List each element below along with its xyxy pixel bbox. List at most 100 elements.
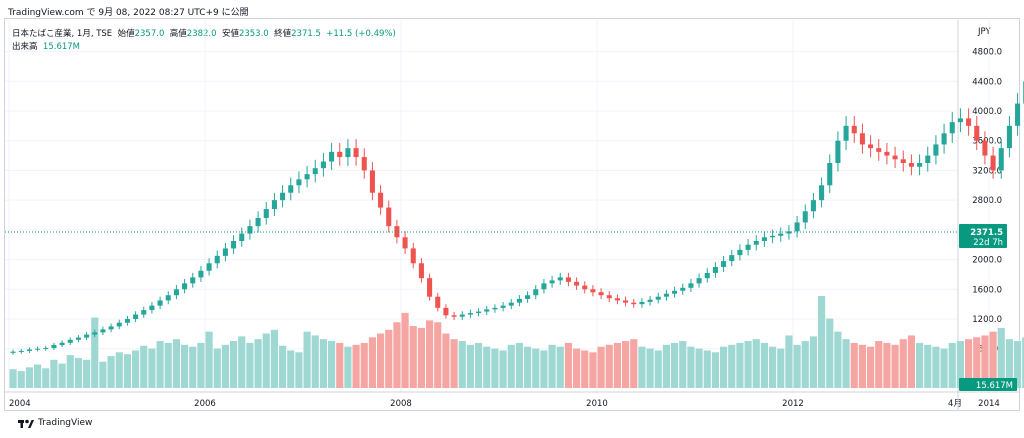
candle-body	[451, 315, 457, 317]
price-tag	[959, 223, 1007, 248]
candle-body	[280, 192, 286, 201]
candle-body	[214, 255, 220, 264]
volume-bar	[662, 344, 670, 388]
footer-brand: TradingView	[38, 418, 93, 428]
candle-body	[843, 125, 849, 141]
candle-body	[149, 305, 155, 311]
candle-body	[361, 157, 367, 171]
x-tick-label: 2008	[390, 399, 412, 409]
candle-body	[794, 222, 800, 232]
volume-value: 15.617M	[42, 42, 80, 52]
volume-bar	[940, 348, 948, 388]
volume-bar	[401, 312, 409, 388]
volume-bar	[328, 341, 336, 388]
volume-bar	[654, 350, 662, 388]
volume-bar	[74, 357, 82, 388]
tradingview-logo-icon	[18, 419, 34, 428]
candle-body	[851, 125, 857, 134]
candle-body	[835, 140, 841, 163]
volume-bar	[99, 361, 107, 388]
volume-bar	[948, 342, 956, 388]
candle-body	[859, 133, 865, 145]
candle-body	[190, 277, 196, 284]
volume-bar	[181, 344, 189, 388]
volume-bar	[1014, 341, 1022, 388]
candle-body	[721, 261, 727, 267]
volume-bar	[711, 352, 719, 388]
volume-bar	[728, 344, 736, 388]
candle-body	[631, 302, 637, 305]
volume-bar	[956, 341, 964, 388]
candle-body	[386, 207, 392, 227]
volume-bar	[989, 331, 997, 388]
chart-frame	[4, 18, 1020, 411]
candle-body	[647, 299, 653, 302]
candle-body	[1006, 125, 1012, 149]
volume-bar	[801, 341, 809, 388]
volume-bar	[34, 364, 42, 388]
candle-body	[810, 200, 816, 212]
volume-bar	[752, 339, 760, 388]
y-tick-label: 4400.0	[972, 77, 1002, 87]
candle-body	[892, 155, 898, 160]
volume-bar	[744, 341, 752, 388]
x-tick-label: 2012	[782, 399, 804, 409]
volume-bar	[132, 350, 140, 388]
candle-body	[329, 151, 335, 162]
candle-body	[18, 350, 24, 352]
volume-bar	[532, 348, 540, 388]
volume-bar	[25, 367, 33, 388]
ohlc-legend: 日本たばこ産業, 1月, TSE 始値2357.0 高値2382.0 安値235…	[12, 27, 396, 39]
volume-bar	[573, 348, 581, 388]
candle-body	[255, 217, 261, 227]
volume-bar	[377, 333, 385, 388]
volume-bar	[344, 346, 352, 388]
volume-tag-value: 15.617M	[976, 381, 1013, 391]
volume-bar	[540, 350, 548, 388]
volume-bar	[924, 344, 932, 388]
candle-body	[75, 337, 81, 340]
volume-bar	[997, 327, 1005, 388]
candle-body	[51, 345, 57, 348]
high-label: 高値	[169, 29, 187, 39]
candle-body	[1015, 103, 1021, 126]
volume-bar	[466, 344, 474, 388]
candle-body	[59, 342, 65, 345]
volume-bar	[687, 346, 695, 388]
candle-body	[663, 293, 669, 297]
volume-bar	[630, 339, 638, 388]
candle-body	[876, 148, 882, 152]
volume-bar	[164, 342, 172, 388]
volume-bar	[409, 326, 417, 388]
candle-body	[435, 296, 441, 308]
volume-bar	[262, 333, 270, 388]
volume-bar	[230, 341, 238, 388]
volume-bar	[91, 317, 99, 388]
y-tick-label: 3200.0	[972, 166, 1002, 176]
volume-bar	[850, 342, 858, 388]
candle-body	[884, 151, 890, 156]
volume-bar	[311, 335, 319, 388]
volume-bar	[1022, 337, 1024, 388]
symbol-title[interactable]: 日本たばこ産業, 1月, TSE	[12, 29, 113, 39]
candle-body	[10, 351, 16, 353]
candle-body	[35, 348, 41, 350]
volume-bar	[270, 329, 278, 388]
candle-body	[26, 349, 32, 351]
close-label: 終値	[274, 29, 292, 39]
volume-bar	[556, 346, 564, 388]
candle-body	[508, 302, 514, 306]
x-tick-label: 2006	[194, 399, 216, 409]
candle-body	[410, 248, 416, 264]
candle-body	[614, 298, 620, 301]
volume-bar	[295, 352, 303, 388]
volume-bar	[679, 341, 687, 388]
candle-body	[206, 263, 212, 271]
candle-body	[557, 277, 563, 281]
volume-bar	[589, 352, 597, 388]
candle-body	[712, 267, 718, 273]
candle-body	[320, 161, 326, 169]
candle-body	[606, 295, 612, 299]
candle-body	[108, 326, 114, 330]
